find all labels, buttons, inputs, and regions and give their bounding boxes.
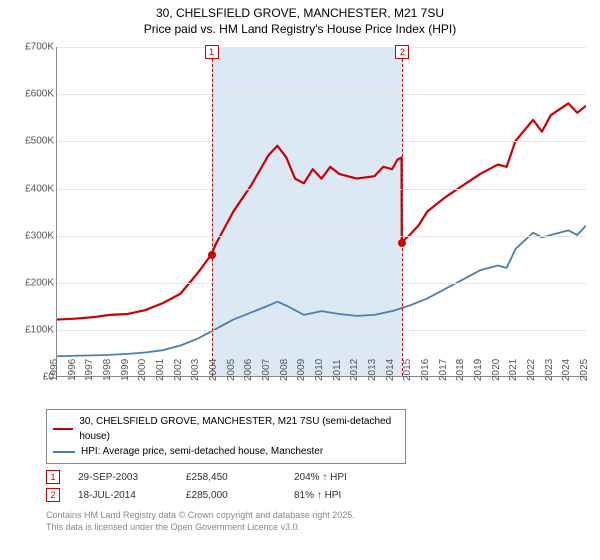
legend: 30, CHELSFIELD GROVE, MANCHESTER, M21 7S… [46, 409, 406, 464]
y-tick-label: £600K [10, 89, 54, 100]
sale-price: £258,450 [186, 472, 276, 483]
footer-line2: This data is licensed under the Open Gov… [46, 522, 564, 534]
series-property [57, 104, 586, 320]
footer-line1: Contains HM Land Registry data © Crown c… [46, 510, 564, 522]
sale-hpi-delta: 81% ↑ HPI [294, 490, 384, 501]
y-tick-label: £0 [10, 372, 54, 383]
legend-label: 30, CHELSFIELD GROVE, MANCHESTER, M21 7S… [79, 414, 399, 444]
y-tick-label: £300K [10, 230, 54, 241]
series-hpi [57, 226, 586, 357]
gridline [57, 283, 586, 284]
sale-marker-badge: 2 [395, 45, 409, 59]
legend-label: HPI: Average price, semi-detached house,… [81, 444, 323, 459]
footer-attribution: Contains HM Land Registry data © Crown c… [20, 508, 590, 535]
legend-swatch [53, 451, 75, 453]
legend-swatch [53, 428, 73, 430]
sale-dot [208, 251, 216, 259]
sale-row-badge: 2 [46, 488, 60, 502]
gridline [57, 189, 586, 190]
sale-price: £285,000 [186, 490, 276, 501]
line-series [57, 47, 586, 376]
y-tick-label: £100K [10, 325, 54, 336]
chart-area: £0£100K£200K£300K£400K£500K£600K£700K 12… [10, 43, 590, 403]
y-tick-label: £700K [10, 42, 54, 53]
x-tick-label: 2025 [579, 359, 600, 381]
y-tick-label: £200K [10, 277, 54, 288]
sale-hpi-delta: 204% ↑ HPI [294, 472, 384, 483]
gridline [57, 94, 586, 95]
y-tick-label: £400K [10, 183, 54, 194]
plot-region: 12 [56, 47, 586, 377]
sale-date: 18-JUL-2014 [78, 490, 168, 501]
sale-row-badge: 1 [46, 470, 60, 484]
title-subtitle: Price paid vs. HM Land Registry's House … [4, 22, 596, 38]
title-address: 30, CHELSFIELD GROVE, MANCHESTER, M21 7S… [4, 6, 596, 22]
gridline [57, 330, 586, 331]
sale-row: 1 29-SEP-2003 £258,450 204% ↑ HPI [20, 468, 590, 486]
sale-marker-line [402, 59, 403, 376]
legend-item: 30, CHELSFIELD GROVE, MANCHESTER, M21 7S… [53, 414, 399, 444]
sale-marker-badge: 1 [205, 45, 219, 59]
gridline [57, 47, 586, 48]
y-tick-label: £500K [10, 136, 54, 147]
gridline [57, 141, 586, 142]
gridline [57, 236, 586, 237]
sale-date: 29-SEP-2003 [78, 472, 168, 483]
chart-title: 30, CHELSFIELD GROVE, MANCHESTER, M21 7S… [0, 0, 600, 39]
sale-row: 2 18-JUL-2014 £285,000 81% ↑ HPI [20, 486, 590, 504]
sale-marker-line [212, 59, 213, 376]
legend-item: HPI: Average price, semi-detached house,… [53, 444, 399, 459]
sale-dot [398, 239, 406, 247]
sales-table: 1 29-SEP-2003 £258,450 204% ↑ HPI 2 18-JUL-20… [20, 468, 590, 504]
